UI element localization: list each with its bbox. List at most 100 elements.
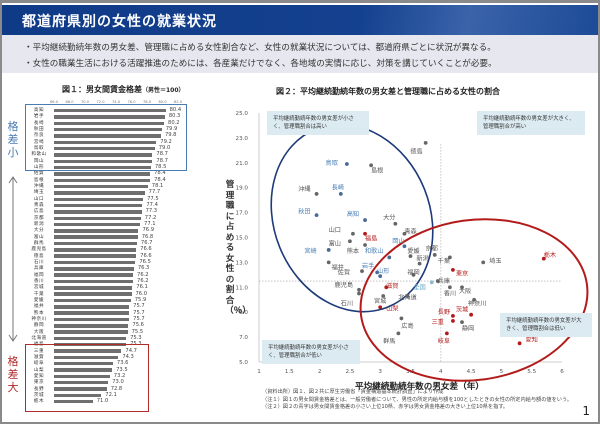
bar (54, 336, 127, 341)
x-tick: 3 (378, 369, 382, 375)
data-point (417, 261, 422, 266)
bar (54, 210, 142, 214)
bar-value: 76.9 (142, 227, 155, 234)
data-point (451, 267, 455, 272)
bar-label: 静岡 (33, 323, 45, 329)
bar-label: 神奈川 (31, 316, 47, 322)
bar-label: 岩手 (33, 114, 45, 120)
bar (54, 235, 138, 239)
footnotes: （資料出所）図１、図２共に厚生労働省「賃金構造基本統計調査」により作成 （注１）… (262, 389, 572, 412)
bar-value: 73.6 (116, 360, 129, 367)
bar-label: 東京 (33, 380, 45, 386)
bar (54, 400, 93, 404)
bar (54, 324, 129, 328)
data-point (432, 253, 437, 257)
x-tick: 4 (439, 369, 443, 375)
x-tick: 6 (560, 369, 564, 375)
fig1-x-tick: 70.0 (80, 100, 90, 104)
data-point (435, 279, 440, 283)
data-point (378, 274, 383, 278)
bar (54, 393, 102, 398)
bar-label: 栃木 (33, 399, 45, 405)
fig1-x-tick: 78.0 (142, 100, 152, 104)
bar-value: 73.5 (116, 366, 128, 373)
data-point (393, 221, 398, 226)
fig2-x-axis-label: 平均継続勤続年数の男女差（年） (355, 382, 484, 392)
bar-label: 京都 (33, 215, 45, 221)
bar-label: 滋賀 (33, 354, 45, 360)
bar-value: 80.4 (169, 107, 182, 113)
bar-value: 78.4 (154, 176, 166, 183)
data-point (314, 192, 319, 196)
point-label: 静岡 (462, 324, 474, 332)
point-label: 熊本 (347, 247, 359, 255)
bar-value: 76.2 (137, 277, 149, 284)
footnote-source: （資料出所）図１、図２共に厚生労働省「賃金構造基本統計調査」により作成 (262, 389, 444, 395)
y-tick: 11.0 (236, 285, 249, 291)
point-label: 沖縄 (298, 185, 310, 193)
point-label: 長野 (438, 308, 450, 316)
data-point (363, 218, 367, 222)
bar (54, 178, 151, 182)
bar (54, 248, 137, 252)
bar-value: 79.9 (165, 125, 178, 132)
bar (54, 273, 134, 277)
bar-label: 茨城 (33, 392, 45, 398)
point-label: 高知 (347, 210, 359, 218)
x-tick: 1.5 (285, 369, 294, 375)
bar (54, 134, 161, 138)
point-label: 岩手 (362, 262, 374, 270)
bar (54, 222, 141, 227)
y-tick: 21.0 (236, 161, 249, 167)
point-label: 長崎 (332, 184, 344, 192)
bar (54, 254, 137, 258)
point-label: 福島 (365, 235, 377, 243)
bar (54, 165, 151, 170)
point-label: 山梨 (386, 304, 398, 312)
bar (54, 374, 110, 379)
data-point (363, 231, 367, 236)
bar-label: 沖縄 (33, 183, 45, 189)
bar-label: 島根 (33, 177, 45, 183)
bar-label: 山形 (33, 164, 45, 170)
bar-value: 73.0 (112, 379, 124, 386)
fig1-x-tick: 66.0 (49, 100, 59, 104)
bar (54, 115, 165, 119)
point-label: 神奈川 (468, 299, 487, 307)
data-point (447, 285, 452, 290)
fig1-x-tick: 82.0 (173, 100, 183, 104)
data-point (396, 331, 401, 336)
bar-label: 石川 (33, 259, 45, 265)
bar-label: 宮崎 (33, 139, 45, 145)
bar (54, 317, 130, 322)
data-point (469, 312, 473, 317)
bar (54, 184, 148, 189)
bar-label: 奈良 (33, 133, 45, 139)
data-point (423, 140, 428, 145)
bar-value: 80.3 (168, 113, 181, 120)
x-tick: 1 (257, 369, 261, 375)
point-label: 北海道 (398, 293, 417, 301)
data-point (472, 297, 477, 302)
bar-label: 鳥取 (33, 145, 45, 151)
fig2-title: 図２：平均継続勤続年数の男女差と管理職に占める女性の割合 (276, 87, 500, 96)
data-point (348, 239, 352, 244)
point-label: 千葉 (438, 257, 450, 265)
data-point (408, 254, 413, 259)
summary-box: ・平均継続勤続年数の男女差、管理職に占める女性割合など、女性の就業状況については… (2, 35, 598, 73)
bar-label: 愛媛 (33, 297, 45, 303)
bar (54, 381, 109, 385)
bar-label: 富山 (33, 234, 45, 240)
bar-value: 79.8 (164, 132, 177, 139)
x-tick: 2 (318, 369, 322, 375)
bar (54, 159, 153, 163)
point-label: 三重 (432, 318, 444, 326)
bar (54, 292, 132, 296)
bar-value: 75.7 (133, 309, 145, 316)
bar-label: 新潟 (33, 221, 45, 227)
bar-label: 千葉 (33, 291, 45, 297)
point-label: 愛媛 (407, 247, 419, 255)
bar-label: 青森 (33, 202, 45, 208)
point-label: 香川 (444, 290, 456, 298)
y-tick: 9.0 (239, 310, 248, 316)
